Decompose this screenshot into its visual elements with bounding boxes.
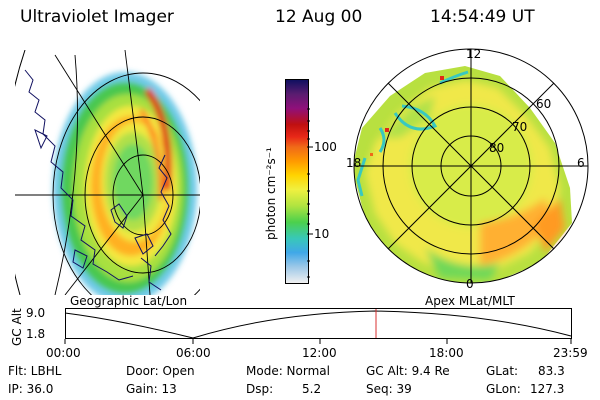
door-info: Door: Open [126,364,195,378]
glon-label: GLon: [486,382,521,396]
altitude-xtick-2: 12:00 [302,346,337,360]
glat-value: 83.3 [538,364,565,378]
altitude-ytick-max: 9.0 [26,306,46,320]
mlat-label-80: 80 [489,141,505,155]
altitude-xtick-4: 23:59 [553,346,588,360]
colorbar-tick-10: 10 [314,227,330,241]
mlt-label-18: 18 [346,156,362,170]
geographic-panel-label: Geographic Lat/Lon [70,294,188,308]
mlt-label-12: 12 [466,47,482,61]
colorbar-tick-100: 100 [314,140,337,154]
altitude-ytick-min: 1.8 [26,327,46,341]
mode-info: Mode: Normal [246,364,330,378]
seq-info: Seq: 39 [366,382,412,396]
dsp-label: Dsp: [246,382,274,396]
gain-info: Gain: 13 [126,382,177,396]
glon-value: 127.3 [530,382,565,396]
geographic-image [15,50,200,295]
date-label: 12 Aug 00 [275,7,363,27]
time-label: 14:54:49 UT [430,7,535,27]
altitude-plot [64,308,572,344]
mlt-label-6: 6 [577,156,585,170]
filter-info: Flt: LBHL [8,364,62,378]
altitude-ylabel: GC Alt [10,308,24,346]
mlt-label-0: 0 [466,277,474,291]
colorbar [285,79,309,284]
altitude-xtick-3: 18:00 [429,346,464,360]
glat-label: GLat: [486,364,519,378]
polar-mlt-plot [353,48,589,284]
altitude-xtick-1: 06:00 [176,346,211,360]
gc-altitude-info: GC Alt: 9.4 Re [366,364,450,378]
instrument-title: Ultraviolet Imager [20,7,174,27]
mlat-label-60: 60 [536,97,552,111]
mlat-label-70: 70 [512,120,528,134]
coastlines [24,69,172,291]
colorbar-unit-label: photon cm⁻²s⁻¹ [264,147,278,240]
altitude-xtick-0: 00:00 [46,346,81,360]
ip-info: IP: 36.0 [8,382,54,396]
auroral-emission [53,72,197,295]
apex-panel-label: Apex MLat/MLT [425,294,515,308]
colorbar-ticks [307,108,313,278]
altitude-curve [64,310,572,339]
dsp-value: 5.2 [302,382,322,396]
